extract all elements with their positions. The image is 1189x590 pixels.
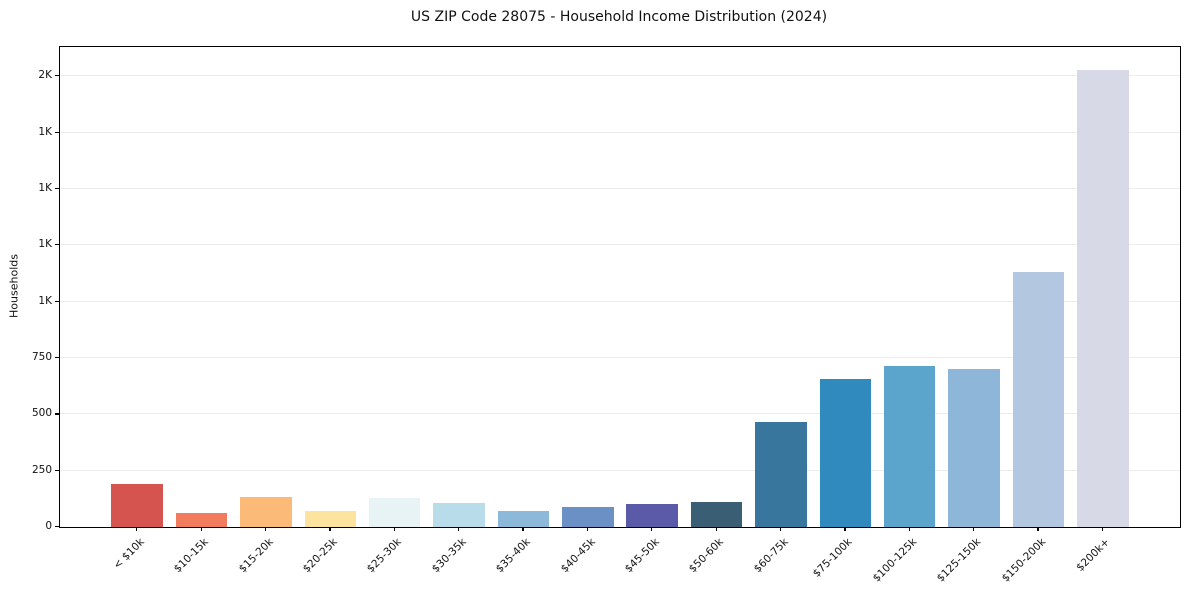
- gridline: [60, 244, 1180, 246]
- bar-$15-20k: [240, 497, 292, 527]
- bar-$35-40k: [497, 511, 550, 527]
- bar-< $10k: [111, 484, 163, 527]
- plot-area: [59, 46, 1181, 528]
- bar-$30-35k: [433, 503, 485, 527]
- bar-$10-15k: [175, 513, 228, 527]
- bar-$100-125k: [883, 365, 936, 527]
- y-tick-label: 750: [31, 350, 52, 363]
- x-tick-mark: [908, 527, 910, 531]
- x-tick-label: $100-125k: [870, 536, 920, 585]
- y-tick-label: 500: [31, 407, 52, 420]
- y-tick-label: 1K: [38, 181, 52, 194]
- x-tick-mark: [200, 527, 202, 531]
- y-tick-mark: [55, 469, 59, 471]
- x-tick-label: $200k+: [1074, 536, 1113, 574]
- bar-$75-100k: [819, 379, 872, 527]
- x-tick-mark: [651, 527, 653, 531]
- y-tick-label: 1K: [38, 125, 52, 138]
- y-tick-mark: [55, 526, 59, 528]
- x-tick-mark: [973, 527, 975, 531]
- x-tick-mark: [1101, 527, 1103, 531]
- gridline: [60, 131, 1180, 133]
- bar-$150-200k: [1012, 272, 1065, 527]
- x-tick-mark: [844, 527, 846, 531]
- y-tick-label: 2K: [38, 69, 52, 82]
- x-tick-mark: [458, 527, 460, 531]
- gridline: [60, 469, 1180, 471]
- y-tick-mark: [55, 75, 59, 77]
- bar-$200k+: [1077, 69, 1129, 527]
- x-tick-label: $150-200k: [999, 536, 1048, 585]
- bar-$45-50k: [626, 504, 678, 527]
- x-tick-label: $20-25k: [300, 536, 340, 576]
- gridline: [60, 300, 1180, 302]
- x-tick-label: $125-150k: [935, 536, 984, 585]
- x-tick-mark: [329, 527, 331, 531]
- x-tick-label: $35-40k: [493, 536, 533, 576]
- x-tick-mark: [393, 527, 395, 531]
- y-tick-label: 1K: [38, 238, 52, 251]
- y-tick-mark: [55, 131, 59, 133]
- bar-$40-45k: [562, 506, 614, 527]
- y-tick-label: 250: [31, 463, 52, 476]
- x-tick-mark: [522, 527, 524, 531]
- bar-$50-60k: [690, 501, 743, 527]
- x-tick-mark: [136, 527, 138, 531]
- x-tick-label: $25-30k: [365, 536, 405, 576]
- y-tick-label: 1K: [38, 294, 52, 307]
- y-tick-label: 0: [45, 520, 52, 532]
- gridline: [60, 413, 1180, 415]
- gridline: [60, 187, 1180, 189]
- y-tick-mark: [55, 187, 59, 190]
- gridline: [60, 75, 1180, 77]
- y-tick-mark: [55, 413, 59, 415]
- x-tick-mark: [715, 527, 717, 531]
- y-tick-mark: [55, 244, 59, 246]
- x-tick-label: < $10k: [111, 536, 147, 572]
- x-tick-label: $30-35k: [429, 536, 469, 576]
- x-tick-mark: [1037, 527, 1039, 531]
- bar-$60-75k: [755, 422, 807, 527]
- y-tick-mark: [55, 300, 59, 302]
- x-tick-label: $60-75k: [751, 536, 791, 576]
- gridline: [60, 357, 1180, 358]
- x-tick-label: $15-20k: [236, 536, 276, 576]
- x-tick-label: $10-15k: [171, 536, 212, 576]
- x-tick-label: $45-50k: [622, 536, 662, 576]
- bar-$20-25k: [304, 510, 357, 527]
- x-tick-mark: [779, 527, 782, 531]
- bar-$25-30k: [368, 497, 421, 527]
- x-tick-mark: [264, 527, 267, 531]
- y-axis-label: Households: [7, 254, 21, 318]
- y-tick-mark: [55, 356, 59, 359]
- x-tick-label: $75-100k: [810, 536, 855, 580]
- bar-$125-150k: [948, 369, 1000, 527]
- x-tick-mark: [586, 527, 588, 531]
- x-tick-label: $40-45k: [558, 536, 598, 576]
- chart-title: US ZIP Code 28075 - Household Income Dis…: [410, 9, 828, 25]
- x-tick-label: $50-60k: [686, 536, 727, 576]
